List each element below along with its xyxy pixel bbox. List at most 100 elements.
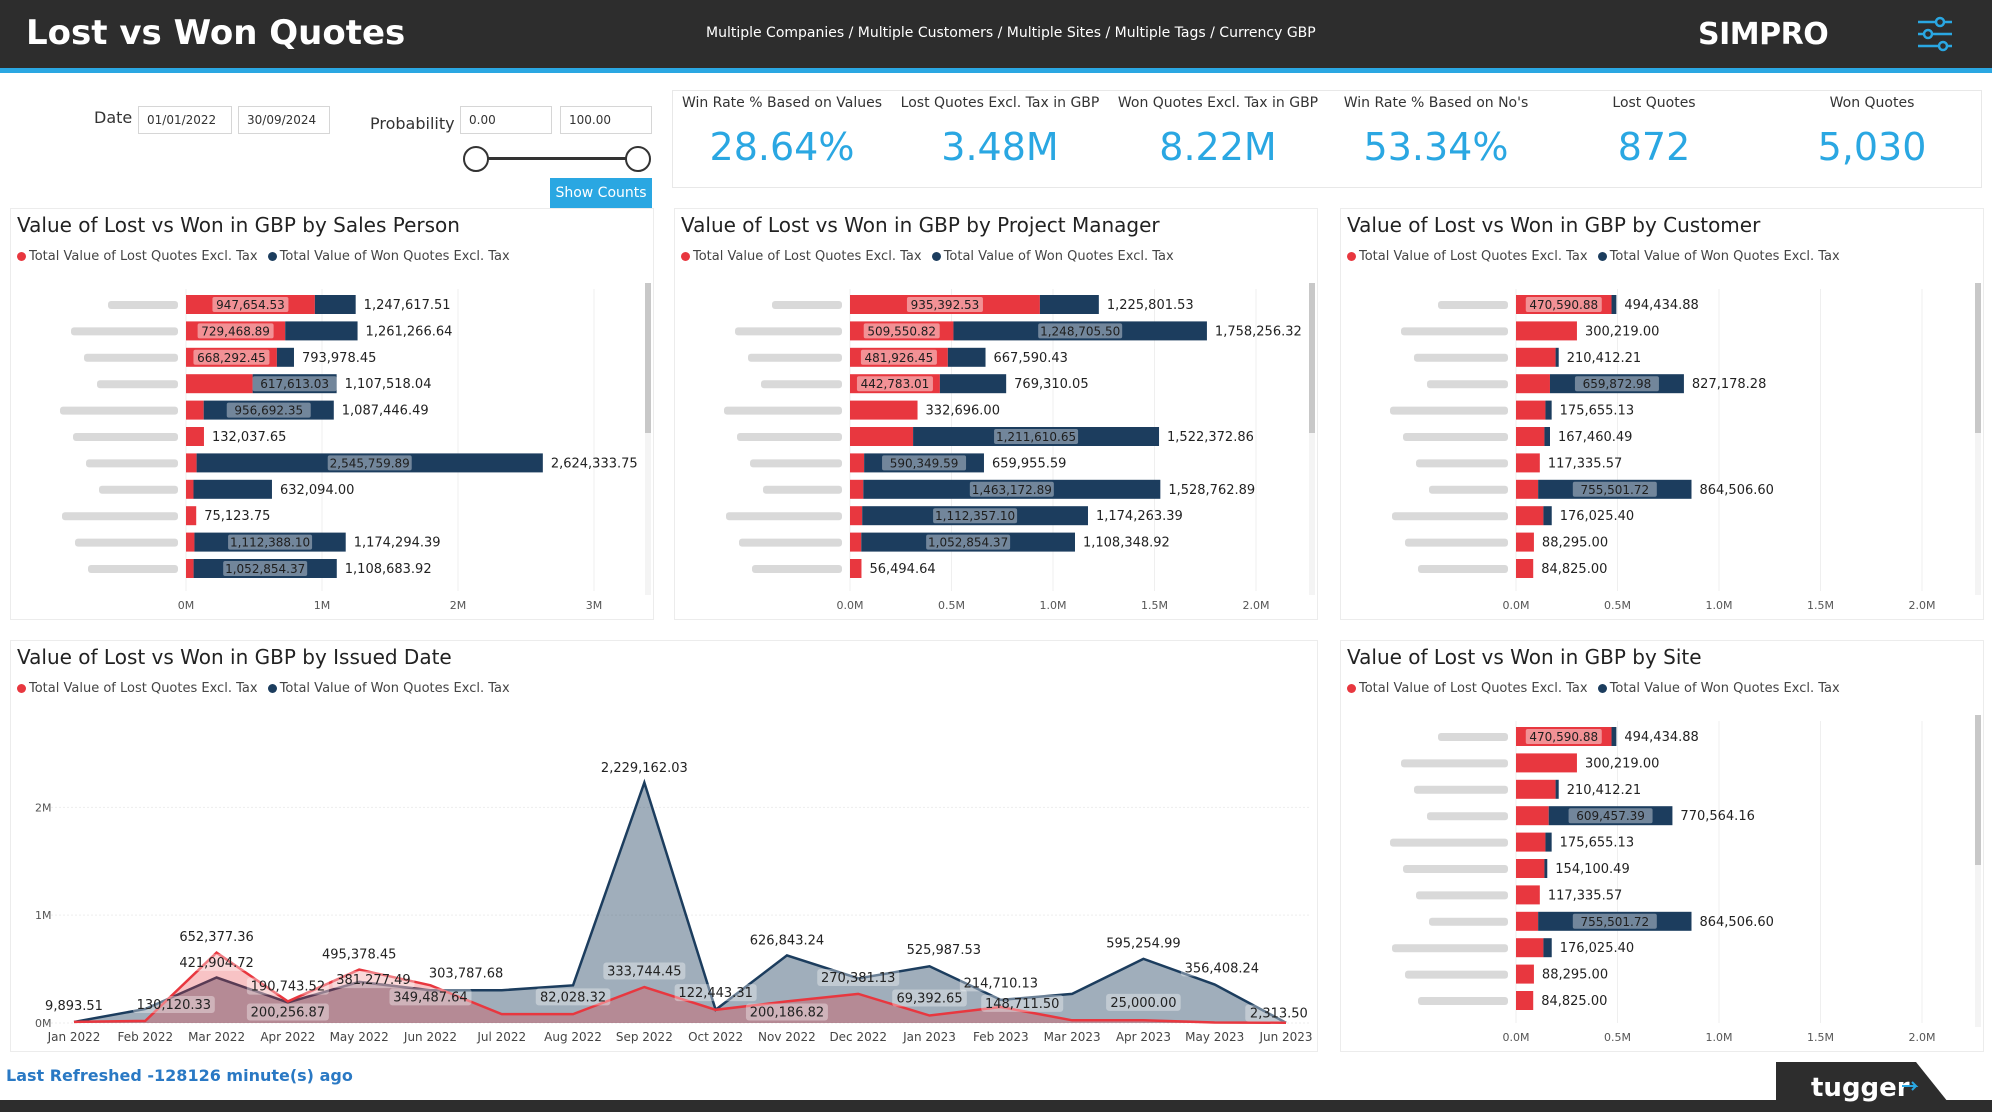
- lost-bar[interactable]: [1516, 295, 1612, 314]
- lost-bar[interactable]: [1516, 885, 1540, 905]
- won-bar[interactable]: [194, 532, 346, 552]
- won-bar[interactable]: [913, 427, 1160, 446]
- won-bar[interactable]: [1549, 374, 1684, 394]
- won-bar[interactable]: [1611, 295, 1617, 314]
- show-counts-button[interactable]: Show Counts: [550, 178, 652, 208]
- won-bar[interactable]: [1545, 400, 1552, 420]
- won-bar[interactable]: [1544, 859, 1548, 878]
- lost-bar[interactable]: [1516, 427, 1545, 446]
- x-tick-label: Feb 2022: [117, 1030, 173, 1044]
- lost-bar[interactable]: [186, 295, 315, 314]
- scrollbar-thumb[interactable]: [1975, 283, 1981, 433]
- won-bar[interactable]: [861, 532, 1075, 552]
- lost-bar[interactable]: [186, 374, 253, 394]
- lost-bar[interactable]: [1516, 321, 1577, 341]
- lost-bar[interactable]: [1516, 506, 1544, 526]
- lost-bar[interactable]: [1516, 532, 1534, 552]
- won-bar[interactable]: [314, 295, 356, 314]
- won-bar[interactable]: [252, 374, 337, 394]
- lost-bar[interactable]: [1516, 400, 1546, 420]
- lost-bar[interactable]: [850, 374, 940, 394]
- lost-bar[interactable]: [850, 453, 865, 473]
- lost-bar[interactable]: [1516, 559, 1534, 578]
- sales-person-bar-chart[interactable]: 0M 1M 2M 3M 947,654.53 1,247,617.51 729,468.89…: [11, 209, 655, 621]
- won-bar[interactable]: [276, 347, 294, 367]
- tugger-logo: tugger: [1776, 1062, 1956, 1112]
- lost-bar[interactable]: [850, 427, 914, 446]
- won-bar[interactable]: [1039, 295, 1099, 314]
- date-from-input[interactable]: 01/01/2022: [138, 106, 232, 134]
- lost-line[interactable]: [73, 951, 1287, 1025]
- won-bar[interactable]: [1545, 832, 1552, 852]
- won-bar[interactable]: [864, 453, 984, 473]
- lost-bar[interactable]: [1516, 991, 1534, 1010]
- won-bar[interactable]: [193, 559, 337, 578]
- lost-bar[interactable]: [1516, 374, 1550, 394]
- lost-bar[interactable]: [850, 479, 864, 499]
- lost-bar[interactable]: [850, 559, 862, 578]
- won-bar[interactable]: [285, 321, 358, 341]
- customer-bar-chart[interactable]: 0.0M 0.5M 1.0M 1.5M 2.0M 470,590.88 494,434.88…: [1341, 209, 1985, 621]
- lost-bar[interactable]: [850, 400, 918, 420]
- issued-date-area-chart[interactable]: 0M 1M 2M Jan 2022 Feb 2022 Mar 2022 Apr 2022 Ma…: [11, 641, 1319, 1053]
- project-manager-bar-chart[interactable]: 0.0M 0.5M 1.0M 1.5M 2.0M 935,392.53 1,225,801.…: [675, 209, 1319, 621]
- lost-bar[interactable]: [850, 321, 954, 341]
- lost-bar[interactable]: [850, 506, 863, 526]
- lost-bar[interactable]: [1516, 911, 1539, 931]
- probability-min-input[interactable]: 0.00: [460, 106, 552, 134]
- scrollbar-thumb[interactable]: [1975, 715, 1981, 865]
- lost-bar[interactable]: [850, 295, 1040, 314]
- kpi-card-win-rate-count: Win Rate % Based on No's 53.34%: [1327, 91, 1545, 189]
- lost-bar[interactable]: [850, 532, 862, 552]
- won-bar[interactable]: [947, 347, 986, 367]
- kpi-value: 8.22M: [1159, 125, 1277, 169]
- probability-max-handle[interactable]: [625, 146, 651, 172]
- lost-bar[interactable]: [186, 400, 204, 420]
- lost-bar[interactable]: [186, 532, 195, 552]
- won-bar[interactable]: [1543, 506, 1552, 526]
- won-bar[interactable]: [863, 479, 1161, 499]
- won-bar[interactable]: [1611, 727, 1617, 746]
- won-bar[interactable]: [193, 479, 272, 499]
- lost-bar[interactable]: [186, 479, 194, 499]
- lost-bar[interactable]: [1516, 832, 1546, 852]
- won-bar[interactable]: [1543, 938, 1552, 958]
- won-legend-dot: [267, 684, 277, 693]
- won-bar[interactable]: [862, 506, 1088, 526]
- won-bar[interactable]: [203, 400, 334, 420]
- lost-bar[interactable]: [1516, 859, 1545, 878]
- lost-bar[interactable]: [850, 347, 948, 367]
- lost-bar[interactable]: [186, 427, 204, 446]
- won-line[interactable]: [73, 778, 1287, 1024]
- lost-bar[interactable]: [186, 321, 286, 341]
- date-to-input[interactable]: 30/09/2024: [238, 106, 330, 134]
- lost-bar[interactable]: [186, 506, 197, 526]
- lost-bar[interactable]: [1516, 727, 1612, 746]
- sliders-icon[interactable]: [1915, 14, 1955, 54]
- lost-bar[interactable]: [186, 453, 197, 473]
- lost-bar[interactable]: [1516, 347, 1556, 367]
- lost-bar[interactable]: [186, 559, 194, 578]
- scrollbar-thumb[interactable]: [645, 283, 651, 433]
- won-bar[interactable]: [1544, 427, 1550, 446]
- lost-bar[interactable]: [1516, 938, 1544, 958]
- lost-bar[interactable]: [1516, 453, 1540, 473]
- site-bar-chart[interactable]: 0.0M 0.5M 1.0M 1.5M 2.0M 470,590.88 494,434.88…: [1341, 641, 1985, 1053]
- won-bar[interactable]: [1538, 479, 1692, 499]
- won-bar[interactable]: [939, 374, 1007, 394]
- lost-bar[interactable]: [1516, 806, 1549, 826]
- lost-bar[interactable]: [1516, 753, 1577, 773]
- won-bar[interactable]: [196, 453, 543, 473]
- lost-bar[interactable]: [1516, 964, 1534, 984]
- lost-bar[interactable]: [1516, 479, 1539, 499]
- won-bar[interactable]: [1538, 911, 1692, 931]
- won-bar[interactable]: [953, 321, 1207, 341]
- probability-max-input[interactable]: 100.00: [560, 106, 652, 134]
- won-bar[interactable]: [1555, 347, 1559, 367]
- probability-min-handle[interactable]: [463, 146, 489, 172]
- lost-bar[interactable]: [186, 347, 277, 367]
- scrollbar-thumb[interactable]: [1309, 283, 1315, 433]
- won-bar[interactable]: [1555, 779, 1559, 799]
- lost-bar[interactable]: [1516, 779, 1556, 799]
- won-bar[interactable]: [1548, 806, 1673, 826]
